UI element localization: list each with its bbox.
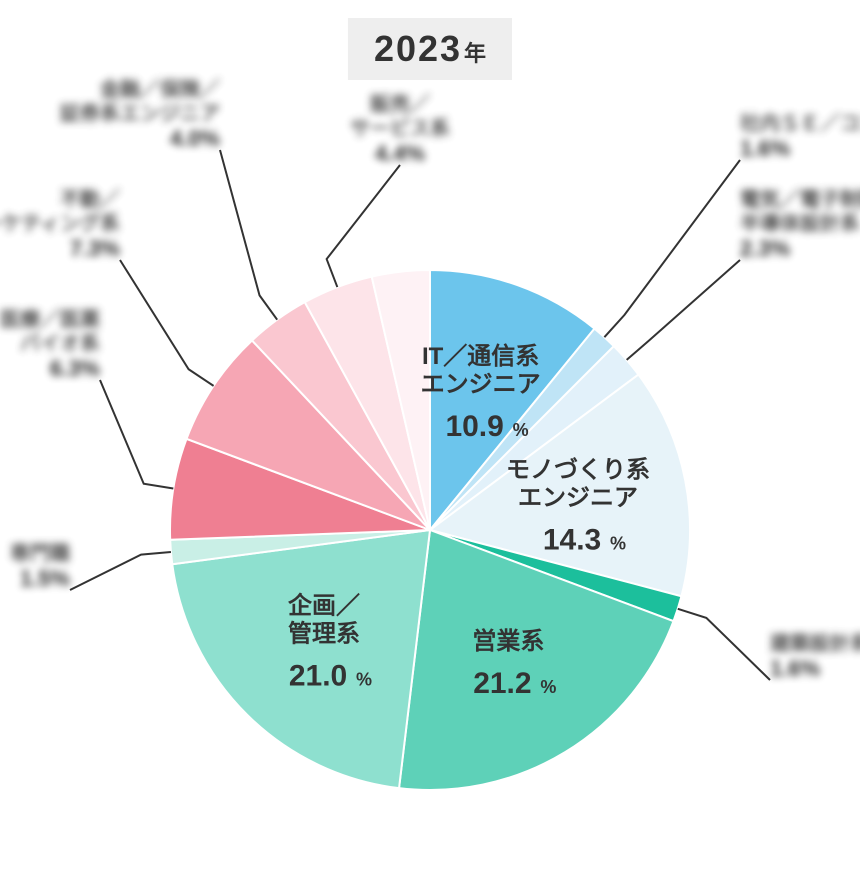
svg-text:7.3%: 7.3% xyxy=(70,236,120,261)
slice-label-external: 販売／サービス系4.4% xyxy=(350,93,450,166)
svg-text:10.9: 10.9 xyxy=(445,410,503,443)
slice-label-external: 社内ＳＥ／コンサル職1.6% xyxy=(739,111,860,161)
leader-line xyxy=(604,160,740,337)
svg-text:金融／保険／: 金融／保険／ xyxy=(99,77,220,101)
slice-label-external: 不動／マーケティング系7.3% xyxy=(0,188,120,261)
slice-label-external: 専門職1.5% xyxy=(10,541,70,591)
svg-text:社内ＳＥ／コンサル職: 社内ＳＥ／コンサル職 xyxy=(739,111,860,135)
svg-text:%: % xyxy=(356,669,372,689)
slice-label-internal: 企画／管理系 21.0% xyxy=(288,591,372,692)
svg-text:1.5%: 1.5% xyxy=(20,566,70,591)
svg-text:エンジニア: エンジニア xyxy=(421,371,541,398)
svg-text:企画／: 企画／ xyxy=(288,591,360,619)
svg-text:管理系: 管理系 xyxy=(288,619,360,647)
slice-label-external: 建築設計系1.6% xyxy=(770,631,860,681)
svg-text:半導体設計系: 半導体設計系 xyxy=(740,211,860,235)
svg-text:電気／電子制御／: 電気／電子制御／ xyxy=(740,187,860,211)
svg-text:専門職: 専門職 xyxy=(10,541,70,565)
svg-text:医療／医薬: 医療／医薬 xyxy=(0,307,100,331)
slice-label-external: 電気／電子制御／半導体設計系2.3% xyxy=(740,187,860,261)
svg-text:エンジニア: エンジニア xyxy=(518,484,638,511)
pie-chart: IT／通信系エンジニア10.9%社内ＳＥ／コンサル職1.6%電気／電子制御／半導… xyxy=(0,0,860,875)
leader-line xyxy=(220,150,277,320)
leader-line xyxy=(327,165,400,287)
page-root: 2023年 IT／通信系エンジニア10.9%社内ＳＥ／コンサル職1.6%電気／電… xyxy=(0,0,860,875)
svg-text:%: % xyxy=(513,420,529,440)
svg-text:販売／: 販売／ xyxy=(370,93,430,116)
slice-label-external: 金融／保険／証券系エンジニア4.0% xyxy=(60,77,220,151)
svg-text:21.2: 21.2 xyxy=(473,667,531,700)
svg-text:4.0%: 4.0% xyxy=(170,126,220,151)
leader-line xyxy=(627,260,740,360)
svg-text:1.6%: 1.6% xyxy=(770,656,820,681)
leader-line xyxy=(100,380,173,489)
svg-text:営業系: 営業系 xyxy=(472,627,544,655)
svg-text:2.3%: 2.3% xyxy=(740,236,790,261)
svg-text:建築設計系: 建築設計系 xyxy=(770,631,860,655)
leader-line xyxy=(70,552,171,590)
svg-text:%: % xyxy=(610,533,626,553)
slice-label-external: 医療／医薬バイオ系6.3% xyxy=(0,307,100,381)
svg-text:モノづくり系: モノづくり系 xyxy=(506,456,650,483)
svg-text:サービス系: サービス系 xyxy=(350,117,450,140)
svg-text:4.4%: 4.4% xyxy=(375,141,425,166)
leader-line xyxy=(120,260,214,386)
svg-text:不動／: 不動／ xyxy=(60,188,120,211)
svg-text:%: % xyxy=(540,677,556,697)
svg-text:1.6%: 1.6% xyxy=(740,136,790,161)
svg-text:IT／通信系: IT／通信系 xyxy=(422,342,539,370)
svg-text:14.3: 14.3 xyxy=(543,523,601,556)
svg-text:証券系エンジニア: 証券系エンジニア xyxy=(60,101,220,125)
svg-text:バイオ系: バイオ系 xyxy=(20,332,100,355)
svg-text:マーケティング系: マーケティング系 xyxy=(0,211,120,235)
leader-line xyxy=(678,609,770,680)
svg-text:21.0: 21.0 xyxy=(289,659,347,692)
svg-text:6.3%: 6.3% xyxy=(50,356,100,381)
